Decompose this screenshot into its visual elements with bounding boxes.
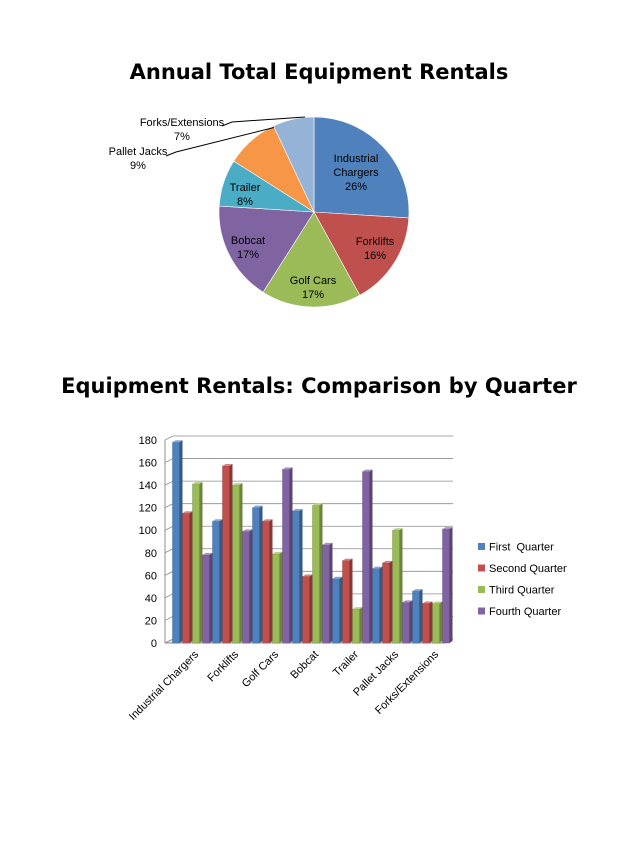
y-tick-label: 60 [145,570,157,582]
x-tick-label: Golf Cars [240,648,282,690]
pie-slice-forks-extensions [273,116,315,213]
gridline [164,435,453,441]
bar-golf-cars-q4 [282,467,293,644]
y-tick-label: 0 [151,638,157,650]
legend-swatch-q4 [478,607,485,615]
pie-chart: Industrial Chargers 26% Forklifts 16% Golf Ca… [109,116,410,308]
bar-pallet-jacks-q3 [392,528,403,644]
y-tick-label: 140 [139,480,157,492]
bar-forklifts-q4 [242,529,253,644]
bar-golf-cars-q1 [252,505,263,644]
pie-slice-golf-cars [262,211,361,308]
bar-golf-cars-q2 [262,519,273,644]
bar-forks-extensions-q2 [422,601,433,644]
y-tick-label: 180 [139,435,157,447]
pie-label-industrial-chargers: Industrial Chargers 26% [333,153,379,193]
pie-leader-line-pallet-jacks [165,125,281,157]
bar-forklifts-q1 [212,519,223,644]
legend-swatch-q1 [478,543,485,550]
legend-label-q2: Second Quarter [489,563,567,575]
x-tick-label: Industrial Chargers [127,648,202,723]
pie-label-trailer: Trailer 8% [230,182,261,208]
bar-forklifts-q3 [232,483,243,644]
bar-trailer-q3 [352,607,363,644]
y-tick-label: 160 [139,458,157,470]
legend-label-q4: Fourth Quarter [489,606,561,618]
pie-label-golf-cars: Golf Cars 17% [290,275,337,301]
pie-label-pallet-jacks: Pallet Jacks 9% [109,146,168,172]
pie-slice-industrial-chargers [313,116,410,219]
bar-trailer-q2 [342,558,353,644]
y-tick-label: 40 [145,593,157,605]
legend-swatch-q2 [478,564,485,572]
pie-chart-title: Annual Total Equipment Rentals [129,60,509,84]
bar-industrial-chargers-q2 [182,511,193,644]
bar-forks-extensions-q4 [442,527,453,644]
bar-bobcat-q2 [302,574,313,644]
pie-label-forklifts: Forklifts 16% [356,236,395,262]
y-tick-label: 100 [139,525,157,537]
y-tick-label: 20 [145,615,157,627]
bar-bobcat-q3 [312,503,323,644]
bar-trailer-q4 [362,469,373,644]
bar-industrial-chargers-q1 [172,440,183,644]
bar-forks-extensions-q1 [412,589,423,644]
bar-trailer-q1 [332,576,343,644]
bar-golf-cars-q3 [272,551,283,644]
bar-chart-title: Equipment Rentals: Comparison by Quarter [61,374,577,398]
bar-bobcat-q4 [322,542,333,644]
bar-bobcat-q1 [292,509,303,644]
y-tick-label: 120 [139,503,157,515]
pie-leader-line-forks-extensions [221,116,306,127]
bar-forks-extensions-q3 [432,601,443,644]
bar-pallet-jacks-q4 [402,600,413,644]
pie-label-bobcat: Bobcat 17% [231,235,265,261]
bar-industrial-chargers-q3 [192,481,203,644]
bar-pallet-jacks-q2 [382,560,393,644]
bar-forklifts-q2 [222,463,233,644]
legend-label-q1: First Quarter [489,542,554,554]
x-tick-label: Bobcat [288,649,321,682]
pie-slice-bobcat [218,205,315,293]
bar-pallet-jacks-q1 [372,566,383,644]
legend-swatch-q3 [478,586,485,593]
bar-industrial-chargers-q4 [202,553,213,644]
pie-label-forks-extensions: Forks/Extensions 7% [140,117,225,143]
y-tick-label: 80 [145,548,157,560]
legend-label-q3: Third Quarter [489,585,555,597]
pie-slice-forklifts [313,211,410,296]
x-tick-label: Trailer [331,648,361,678]
x-tick-label: Forklifts [205,648,241,684]
